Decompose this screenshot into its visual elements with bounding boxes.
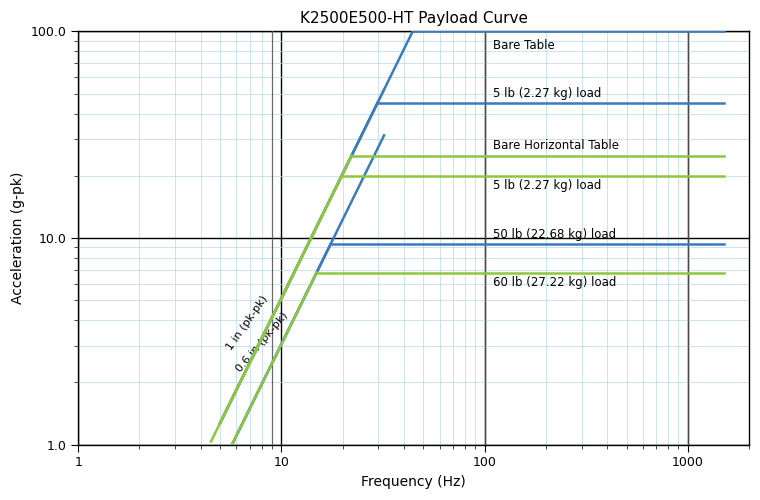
Text: 5 lb (2.27 kg) load: 5 lb (2.27 kg) load [493, 180, 601, 192]
Text: Bare Horizontal Table: Bare Horizontal Table [493, 140, 619, 152]
Text: 0.6 in (pk-pk): 0.6 in (pk-pk) [234, 310, 290, 374]
X-axis label: Frequency (Hz): Frequency (Hz) [361, 475, 466, 489]
Text: 60 lb (27.22 kg) load: 60 lb (27.22 kg) load [493, 276, 616, 289]
Text: 50 lb (22.68 kg) load: 50 lb (22.68 kg) load [493, 228, 616, 241]
Text: 5 lb (2.27 kg) load: 5 lb (2.27 kg) load [493, 86, 601, 100]
Text: 1 in (pk-pk): 1 in (pk-pk) [225, 294, 270, 352]
Y-axis label: Acceleration (g-pk): Acceleration (g-pk) [11, 172, 25, 304]
Text: Bare Table: Bare Table [493, 39, 555, 52]
Title: K2500E500-HT Payload Curve: K2500E500-HT Payload Curve [299, 11, 527, 26]
